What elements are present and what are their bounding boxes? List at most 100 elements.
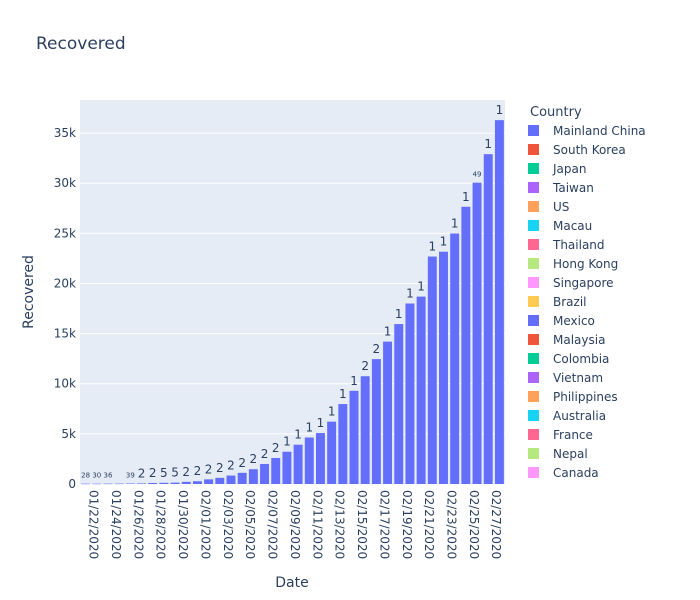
- bar-data-label: 1: [384, 325, 392, 339]
- legend-swatch: [528, 334, 539, 345]
- legend-item-label: Philippines: [553, 390, 618, 404]
- bar: [137, 483, 146, 484]
- x-tick-label: 01/24/2020: [109, 490, 123, 559]
- x-tick-label: 02/15/2020: [355, 490, 369, 559]
- bar: [327, 421, 337, 484]
- bar-data-label: 1: [395, 307, 403, 321]
- bar: [360, 376, 370, 484]
- bar: [181, 481, 191, 484]
- legend-swatch: [528, 201, 539, 212]
- y-tick-label: 20k: [54, 276, 76, 290]
- x-tick-label: 02/25/2020: [467, 490, 481, 559]
- bar-data-label: 2: [149, 466, 157, 480]
- bar: [371, 359, 381, 484]
- legend-swatch: [528, 296, 539, 307]
- bar-data-label: 1: [339, 387, 347, 401]
- y-tick-label: 15k: [54, 327, 76, 341]
- legend-item-label: Macau: [553, 219, 592, 233]
- legend-item-label: France: [553, 428, 593, 442]
- legend-swatch: [528, 391, 539, 402]
- bar: [237, 472, 247, 484]
- legend-item-label: US: [553, 200, 569, 214]
- bar-data-label: 1: [496, 103, 504, 117]
- bar-data-label: 1: [406, 287, 414, 301]
- y-axis-ticks: 0 5k 10k 15k 20k 25k 30k 35k: [54, 126, 76, 491]
- bar: [81, 483, 91, 485]
- legend-swatch: [528, 144, 539, 155]
- bar-data-label: 2: [182, 465, 190, 479]
- legend-item-label: Brazil: [553, 295, 587, 309]
- bars: [81, 120, 504, 485]
- legend-item-label: Vietnam: [553, 371, 603, 385]
- bar: [483, 154, 493, 484]
- x-axis-title: Date: [275, 575, 308, 591]
- bar: [170, 482, 180, 484]
- bar-data-label: 1: [428, 240, 436, 254]
- y-tick-label: 30k: [54, 176, 76, 190]
- bar-data-label: 2: [272, 441, 280, 455]
- bar: [427, 256, 437, 484]
- bar: [125, 483, 135, 485]
- legend-item-label: Canada: [553, 466, 599, 480]
- legend-item-label: Nepal: [553, 447, 588, 461]
- bar: [92, 483, 102, 485]
- bar: [248, 469, 258, 484]
- bar-data-label: 5: [160, 466, 168, 480]
- legend-item-label: Malaysia: [553, 333, 605, 347]
- legend-title: Country: [530, 105, 582, 120]
- legend-swatch: [528, 239, 539, 250]
- x-tick-label: 01/30/2020: [176, 490, 190, 559]
- bar-data-label: 2: [361, 359, 369, 373]
- bar: [383, 341, 393, 484]
- bar-data-label: 36: [103, 472, 112, 480]
- legend: Country Mainland China South Korea Japan Ta…: [528, 105, 646, 480]
- bar: [226, 475, 236, 484]
- legend-swatch: [528, 410, 539, 421]
- bar: [416, 296, 426, 484]
- bar: [215, 477, 225, 484]
- x-tick-label: 02/03/2020: [221, 490, 235, 559]
- x-tick-label: 01/22/2020: [87, 490, 101, 559]
- x-tick-label: 02/21/2020: [422, 490, 436, 559]
- legend-item-label: Thailand: [552, 238, 605, 252]
- bar: [204, 479, 214, 484]
- bar-data-label: 1: [440, 235, 448, 249]
- bar-data-label: 2: [216, 461, 224, 475]
- bar: [439, 251, 448, 484]
- bar-data-label: 1: [451, 216, 459, 230]
- legend-item-label: Mexico: [553, 314, 595, 328]
- bar: [114, 483, 124, 485]
- legend-swatch: [528, 163, 539, 174]
- x-tick-label: 02/23/2020: [444, 490, 458, 559]
- bar: [315, 433, 325, 484]
- bar: [282, 451, 292, 484]
- x-tick-label: 02/27/2020: [489, 490, 503, 559]
- x-tick-label: 01/26/2020: [131, 490, 145, 559]
- bar-data-label: 2: [227, 459, 235, 473]
- bar-data-label: 1: [462, 190, 470, 204]
- x-tick-label: 01/28/2020: [154, 490, 168, 559]
- legend-swatch: [528, 448, 539, 459]
- bar-data-label: 2: [138, 466, 146, 480]
- y-tick-label: 25k: [54, 226, 76, 240]
- chart-title: Recovered: [36, 34, 126, 54]
- bar-data-label: 2: [261, 447, 269, 461]
- x-tick-label: 02/19/2020: [400, 490, 414, 559]
- bar: [192, 481, 202, 484]
- bar: [472, 182, 482, 484]
- legend-item-label: South Korea: [553, 143, 626, 157]
- legend-item-label: Colombia: [553, 352, 609, 366]
- legend-swatch: [528, 182, 539, 193]
- legend-swatch: [528, 125, 539, 136]
- bar-data-label: 1: [294, 428, 302, 442]
- legend-swatch: [528, 277, 539, 288]
- x-tick-label: 02/07/2020: [266, 490, 280, 559]
- bar-data-label: 1: [317, 416, 325, 430]
- bar-data-label: 2: [250, 452, 258, 466]
- legend-swatch: [528, 467, 539, 478]
- x-tick-label: 02/01/2020: [198, 490, 212, 559]
- bar: [338, 404, 348, 484]
- x-tick-label: 02/17/2020: [377, 490, 391, 559]
- y-tick-label: 0: [68, 477, 76, 491]
